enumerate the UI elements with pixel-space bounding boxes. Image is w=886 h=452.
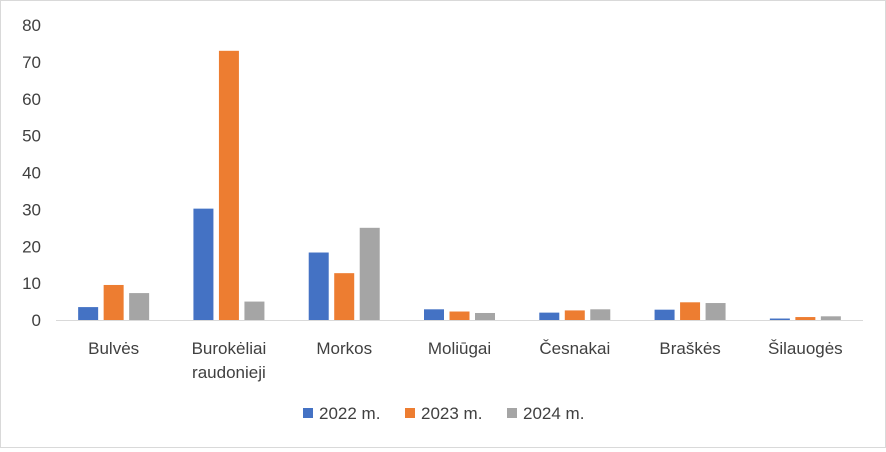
bar xyxy=(564,310,585,320)
bar xyxy=(705,303,726,320)
category-label: Česnakai xyxy=(539,339,610,358)
bar xyxy=(193,208,214,320)
y-tick-label: 0 xyxy=(32,311,41,330)
category-label: Bulvės xyxy=(88,339,139,358)
category-label: Šilauogės xyxy=(768,339,843,358)
bar xyxy=(654,309,675,320)
category-label: Morkos xyxy=(316,339,372,358)
category-label: Braškės xyxy=(659,339,720,358)
bar xyxy=(308,252,329,320)
category-label: Moliūgai xyxy=(428,339,491,358)
y-tick-label: 30 xyxy=(22,200,41,219)
y-tick-label: 60 xyxy=(22,90,41,109)
bar xyxy=(539,312,560,320)
bar xyxy=(129,293,150,320)
bar xyxy=(424,309,444,320)
legend-label: 2024 m. xyxy=(523,404,584,423)
legend-label: 2022 m. xyxy=(319,404,380,423)
bar xyxy=(769,318,790,320)
legend-swatch xyxy=(303,408,313,418)
y-tick-label: 50 xyxy=(22,127,41,146)
legend-swatch xyxy=(507,408,517,418)
y-tick-label: 20 xyxy=(22,237,41,256)
y-tick-label: 80 xyxy=(22,16,41,35)
bar xyxy=(820,316,841,320)
bar xyxy=(218,50,239,320)
bar xyxy=(359,227,380,320)
category-label: Burokėliai xyxy=(192,339,267,358)
bar xyxy=(244,301,265,320)
category-label: raudonieji xyxy=(192,363,266,382)
legend-swatch xyxy=(405,408,415,418)
legend: 2022 m. 2023 m. 2024 m. xyxy=(303,404,584,423)
bar xyxy=(475,312,495,320)
bar xyxy=(103,284,124,320)
y-tick-label: 40 xyxy=(22,164,41,183)
bar xyxy=(449,311,470,320)
bars xyxy=(78,50,841,320)
category-labels: Bulvės Burokėliai raudonieji Morkos Moliūgai… xyxy=(88,339,843,382)
y-axis-ticks: 0 10 20 30 40 50 60 70 80 xyxy=(22,16,41,330)
y-tick-label: 70 xyxy=(22,53,41,72)
bar xyxy=(78,307,99,320)
y-tick-label: 10 xyxy=(22,274,41,293)
bar xyxy=(795,317,816,320)
bar xyxy=(334,273,355,320)
legend-label: 2023 m. xyxy=(421,404,482,423)
bar xyxy=(680,302,701,320)
bar xyxy=(590,309,611,320)
